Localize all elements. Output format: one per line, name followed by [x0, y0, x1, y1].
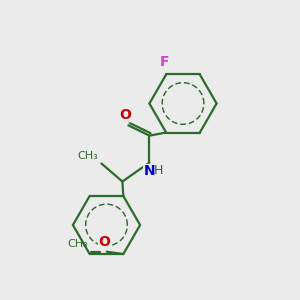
- Text: F: F: [160, 55, 169, 69]
- Text: CH₃: CH₃: [77, 151, 98, 160]
- Text: H: H: [154, 164, 163, 177]
- Text: O: O: [119, 108, 131, 122]
- Text: O: O: [98, 235, 110, 249]
- Text: N: N: [144, 164, 155, 178]
- Text: CH₃: CH₃: [68, 239, 88, 249]
